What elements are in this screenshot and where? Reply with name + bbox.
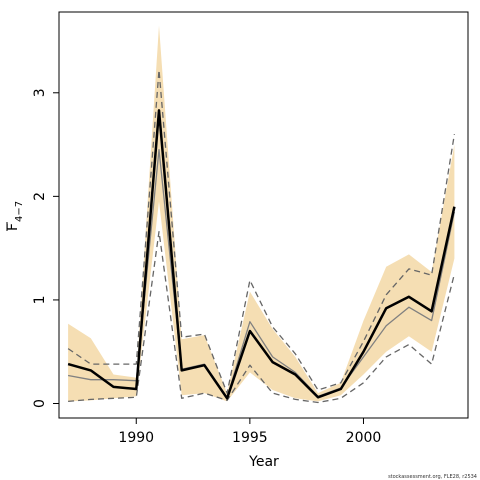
confidence-band [68,25,455,402]
footer-note: stockassessment.org, FLE28, r2534 [388,474,477,480]
y-tick-label-3: 3 [32,88,48,97]
y-tick-label-0: 0 [32,399,48,408]
y-axis-label-main: F [5,223,21,231]
y-axis-label-subscript: 4−7 [14,201,25,222]
y-axis-label: F 4−7 [5,201,25,231]
x-axis: 1990 1995 2000 [118,418,381,446]
plot-frame [58,11,469,419]
y-axis: 0 1 2 3 [32,88,59,408]
x-tick-label-1990: 1990 [118,430,154,446]
x-tick-label-1995: 1995 [232,430,268,446]
x-tick-label-2000: 2000 [346,430,382,446]
y-tick-label-1: 1 [32,295,48,304]
estimate-line [67,109,456,400]
lower-dashed-line [68,230,456,404]
comparison-line [67,149,456,398]
x-axis-label: Year [248,454,279,470]
upper-dashed-line [67,69,456,394]
plot-area [67,25,456,404]
y-tick-label-2: 2 [32,192,48,201]
